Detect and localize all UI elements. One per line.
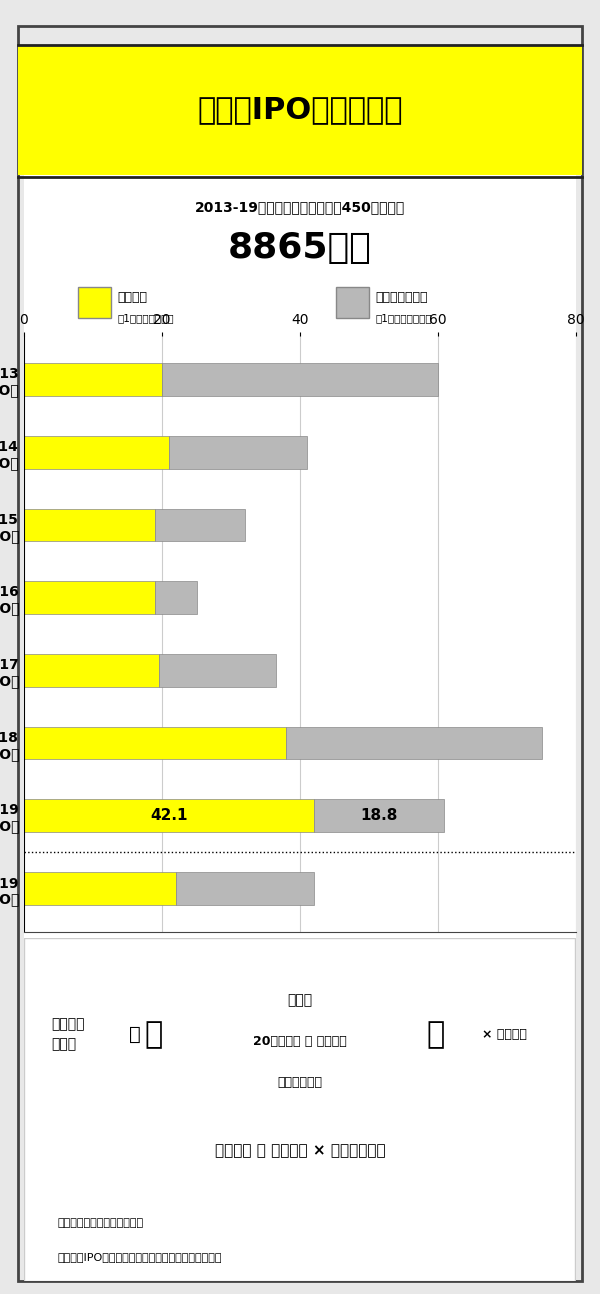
- FancyBboxPatch shape: [18, 26, 582, 1281]
- FancyBboxPatch shape: [24, 938, 576, 1281]
- Bar: [162, 364, 438, 396]
- FancyBboxPatch shape: [78, 287, 111, 318]
- Text: （: （: [145, 1020, 163, 1048]
- Text: 発行後: 発行後: [287, 992, 313, 1007]
- Text: 調達規模 ＝ 公開価格 × 公開株数合計: 調達規模 ＝ 公開価格 × 公開株数合計: [215, 1144, 385, 1158]
- FancyBboxPatch shape: [24, 175, 576, 1281]
- Bar: [24, 653, 158, 687]
- Bar: [158, 653, 276, 687]
- Bar: [24, 581, 155, 615]
- Text: 18.8: 18.8: [361, 809, 398, 823]
- Text: 想定経済
損失額: 想定経済 損失額: [52, 1017, 85, 1051]
- Text: 日本のIPOの経済損失: 日本のIPOの経済損失: [197, 96, 403, 124]
- FancyBboxPatch shape: [18, 45, 582, 175]
- Text: 出所：一橋大学鈴木健嗣教授: 出所：一橋大学鈴木健嗣教授: [57, 1218, 143, 1228]
- Text: 8865億円: 8865億円: [228, 232, 372, 265]
- Text: （1社平均／億円）: （1社平均／億円）: [375, 313, 431, 324]
- Bar: [286, 727, 542, 760]
- Bar: [24, 364, 162, 396]
- Bar: [155, 581, 197, 615]
- FancyBboxPatch shape: [336, 287, 369, 318]
- Text: 「日本のIPO企業の資金調達に関する状況について」: 「日本のIPO企業の資金調達に関する状況について」: [57, 1253, 221, 1262]
- Bar: [176, 872, 314, 905]
- Text: ＝: ＝: [128, 1025, 140, 1044]
- Text: 調整済み株価: 調整済み株価: [277, 1075, 323, 1088]
- Text: 20営業日の ー 公開価格: 20営業日の ー 公開価格: [253, 1034, 347, 1048]
- Bar: [155, 509, 245, 541]
- Bar: [24, 872, 176, 905]
- Bar: [24, 509, 155, 541]
- Text: （1社平均／億円）: （1社平均／億円）: [117, 313, 173, 324]
- Bar: [314, 800, 444, 832]
- Text: 調達規模: 調達規模: [117, 291, 147, 304]
- Text: 想定経済損失額: 想定経済損失額: [375, 291, 427, 304]
- Bar: [24, 727, 286, 760]
- Bar: [24, 436, 169, 468]
- Text: × 公開株式: × 公開株式: [482, 1027, 527, 1040]
- Bar: [24, 800, 314, 832]
- Text: ）: ）: [426, 1020, 445, 1048]
- Text: 42.1: 42.1: [151, 809, 188, 823]
- Bar: [169, 436, 307, 468]
- Text: 2013-19年の想定経済損失額（450社総額）: 2013-19年の想定経済損失額（450社総額）: [195, 201, 405, 214]
